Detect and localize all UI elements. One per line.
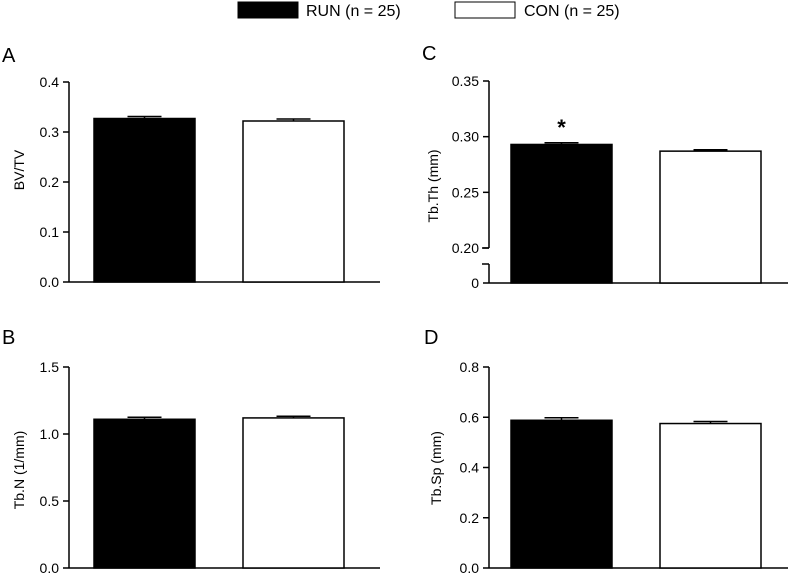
panel-c: C Tb.Th (mm) 0 0.20 0.25 0.30 0.35 * <box>422 43 788 291</box>
panel-a-y-label: BV/TV <box>11 149 27 190</box>
panel-c-bars <box>510 142 762 284</box>
y-tick-label: 0.4 <box>40 74 60 90</box>
bar-run <box>510 143 613 284</box>
y-tick-label: 0.4 <box>460 460 480 476</box>
panel-c-y-label: Tb.Th (mm) <box>425 149 441 222</box>
legend-label-run: RUN (n = 25) <box>306 3 401 20</box>
y-tick-label: 0.30 <box>452 129 479 145</box>
panel-d-letter: D <box>424 327 438 349</box>
panel-a-bars <box>93 115 345 283</box>
significance-marker: * <box>557 115 566 140</box>
panel-b: B Tb.N (1/mm) 0.0 0.5 1.0 1.5 <box>2 327 380 575</box>
y-tick-label: 0.3 <box>40 124 60 140</box>
bar-con <box>242 417 345 569</box>
y-tick-label: 0.0 <box>40 274 60 290</box>
y-tick-label: 0 <box>471 275 479 291</box>
legend-swatch-con <box>454 1 516 19</box>
panel-b-bars <box>93 415 345 569</box>
bar-run <box>93 117 196 283</box>
panel-a: A BV/TV 0.0 0.1 0.2 0.3 0.4 <box>2 45 380 290</box>
y-tick-label: 1.0 <box>40 426 60 442</box>
panel-d-y-label: Tb.Sp (mm) <box>428 431 444 505</box>
panel-d-bars <box>510 417 762 569</box>
panel-d: D Tb.Sp (mm) 0.0 0.2 0.4 0.6 0.8 <box>424 327 788 575</box>
legend-label-con: CON (n = 25) <box>524 3 620 20</box>
y-tick-label: 0.0 <box>460 560 480 575</box>
bar-con <box>659 150 762 284</box>
panel-c-letter: C <box>422 43 436 65</box>
bar-run <box>93 418 196 569</box>
y-tick-label: 0.35 <box>452 73 479 89</box>
bar-run <box>510 419 613 569</box>
y-tick-label: 0.5 <box>40 493 60 509</box>
y-tick-label: 0.25 <box>452 184 479 200</box>
panel-c-annotations: * <box>557 115 566 140</box>
panel-b-y-label: Tb.N (1/mm) <box>11 431 27 510</box>
y-tick-label: 0.2 <box>460 510 480 526</box>
y-tick-label: 1.5 <box>40 359 60 375</box>
y-tick-label: 0.8 <box>460 359 480 375</box>
panel-a-letter: A <box>2 45 16 67</box>
legend-swatch-run <box>237 1 299 19</box>
y-tick-label: 0.1 <box>40 224 60 240</box>
panel-b-letter: B <box>2 327 15 349</box>
y-tick-label: 0.2 <box>40 174 60 190</box>
bar-con <box>659 422 762 569</box>
y-tick-label: 0.6 <box>460 409 480 425</box>
y-tick-label: 0.0 <box>40 560 60 575</box>
legend: RUN (n = 25) CON (n = 25) <box>237 1 620 20</box>
y-tick-label: 0.20 <box>452 240 479 256</box>
bar-con <box>242 120 345 283</box>
